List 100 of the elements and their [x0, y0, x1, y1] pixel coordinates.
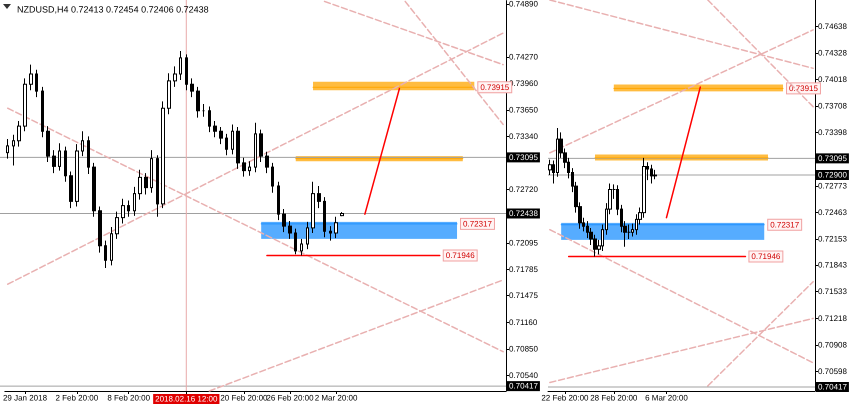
y-tick-label: 0.71218 [818, 314, 848, 324]
candlestick [334, 216, 338, 239]
chart-title: NZDUSD,H4 0.72413 0.72454 0.72406 0.72438 [17, 4, 209, 14]
candlestick [133, 186, 136, 216]
y-tick-label: 0.71785 [509, 264, 538, 274]
y-tick-label: 0.74018 [818, 75, 848, 84]
y-tick-label: 0.72773 [818, 181, 848, 190]
candlestick [69, 170, 73, 209]
candlestick [161, 100, 165, 209]
candlestick [282, 208, 286, 233]
candlestick [115, 211, 119, 240]
y-tick-label: 0.74328 [818, 48, 848, 58]
candlestick [271, 162, 274, 194]
candlestick [259, 129, 263, 163]
y-tick-label: 0.71475 [509, 291, 538, 300]
candlestick [58, 142, 61, 172]
y-tick-label: 0.73650 [509, 105, 538, 114]
data-label: 0.71946 [751, 252, 781, 261]
x-tick-label: 29 Jan 2018 [2, 394, 48, 402]
candlestick [110, 226, 113, 266]
candlestick [6, 138, 9, 160]
y-tick-label: 0.74270 [509, 52, 538, 62]
candlestick [17, 120, 21, 148]
candlestick [277, 181, 280, 221]
y-tick-label: 0.74890 [509, 0, 538, 8]
x-tick-label: 20 Feb 20:00 [220, 394, 268, 402]
candlestick [138, 169, 142, 200]
candlestick [179, 50, 182, 81]
candlestick [29, 64, 33, 91]
y-tick-label: 0.72720 [509, 184, 538, 194]
candlestick [121, 198, 125, 224]
candlestick [127, 200, 130, 218]
candlestick [288, 220, 292, 240]
x-tick-label: 22 Feb 20:00 [541, 394, 590, 402]
y-tick-label: 0.70908 [818, 340, 848, 350]
candlestick [317, 185, 321, 209]
candlestick [75, 144, 79, 207]
y-tick-label: 0.71843 [818, 260, 848, 270]
y-tick-label: 0.70598 [818, 367, 848, 376]
candlestick [311, 181, 315, 234]
candlestick [150, 150, 153, 194]
candlestick [248, 160, 251, 176]
candlestick [294, 228, 297, 255]
candlestick [41, 86, 44, 138]
candlestick [254, 122, 257, 173]
ref-line-label: 0.70417 [818, 382, 848, 392]
y-tick-label: 0.71533 [818, 287, 848, 296]
y-tick-label: 0.72095 [509, 238, 538, 248]
y-tick-label: 0.70540 [509, 371, 538, 380]
candlestick [231, 124, 234, 155]
data-label: 0.72317 [770, 220, 800, 230]
ref-line-label: 0.73095 [818, 154, 848, 163]
candlestick [12, 134, 15, 166]
candlestick [236, 126, 240, 170]
ref-line-label: 0.70417 [509, 382, 538, 391]
data-label: 0.71946 [446, 251, 476, 260]
candlestick [219, 126, 223, 145]
candlestick [52, 150, 56, 174]
candlestick [242, 157, 246, 178]
candlestick [265, 151, 269, 174]
candlestick [323, 196, 326, 238]
candlestick [167, 72, 171, 115]
candlestick [92, 162, 96, 218]
candlestick [81, 130, 84, 157]
candlestick [653, 169, 657, 180]
candlestick [190, 78, 194, 98]
y-tick-label: 0.73708 [818, 102, 848, 111]
y-tick-label: 0.73340 [509, 132, 538, 141]
y-tick-label: 0.71160 [509, 318, 538, 328]
ref-line-label: 0.73095 [509, 152, 538, 162]
candlestick [300, 238, 303, 256]
y-tick-label: 0.74638 [818, 22, 848, 32]
ref-line-label: 0.72438 [509, 208, 538, 218]
x-tick-label: 28 Feb 20:00 [590, 394, 638, 402]
candlestick [202, 103, 205, 118]
candlestick [156, 154, 159, 218]
candlestick [46, 126, 50, 163]
x-tick-label: 2018.02.16 12:00 [155, 394, 218, 404]
candlestick [306, 221, 309, 250]
candlestick [23, 78, 27, 132]
y-tick-label: 0.72153 [818, 234, 848, 244]
x-tick-label: 8 Feb 20:00 [107, 394, 151, 402]
candlestick [104, 240, 107, 268]
candlestick [87, 136, 90, 175]
candlestick [98, 206, 102, 254]
data-label: 0.73915 [480, 82, 510, 92]
candlestick [208, 106, 211, 133]
x-tick-label: 2 Mar 20:00 [314, 394, 358, 402]
candlestick [185, 54, 188, 91]
data-label: 0.72317 [463, 219, 493, 228]
candlestick [173, 66, 177, 88]
candlestick [225, 133, 228, 156]
y-tick-label: 0.72463 [818, 208, 848, 217]
x-tick-label: 26 Feb 20:00 [266, 394, 314, 402]
x-tick-label: 2 Feb 20:00 [55, 394, 99, 402]
candlestick [35, 69, 38, 98]
candlestick [329, 226, 332, 242]
ref-line-label: 0.72900 [818, 170, 848, 180]
candlestick [64, 146, 67, 182]
candlestick [196, 86, 200, 118]
